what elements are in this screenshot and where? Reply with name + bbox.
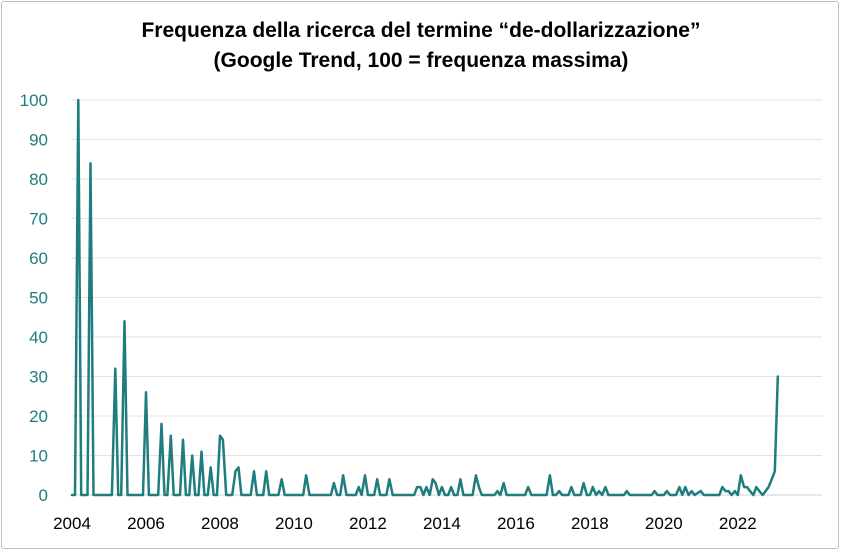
- y-tick-label-60: 60: [29, 249, 48, 268]
- x-tick-label-2008: 2008: [201, 514, 239, 533]
- chart-title-block: Frequenza della ricerca del termine “de-…: [0, 16, 842, 76]
- y-tick-label-50: 50: [29, 289, 48, 308]
- chart-title: Frequenza della ricerca del termine “de-…: [141, 19, 701, 42]
- x-tick-label-2016: 2016: [497, 514, 535, 533]
- series-line-0: [70, 98, 780, 497]
- y-tick-label-40: 40: [29, 328, 48, 347]
- y-tick-label-20: 20: [29, 407, 48, 426]
- x-tick-label-2012: 2012: [349, 514, 387, 533]
- y-tick-label-70: 70: [29, 210, 48, 229]
- x-tick-label-2004: 2004: [53, 514, 91, 533]
- x-tick-label-2018: 2018: [571, 514, 609, 533]
- y-tick-label-100: 100: [20, 91, 48, 110]
- chart-subtitle: (Google Trend, 100 = frequenza massima): [213, 49, 629, 72]
- x-tick-label-2014: 2014: [423, 514, 461, 533]
- x-tick-label-2010: 2010: [275, 514, 313, 533]
- x-tick-label-2020: 2020: [645, 514, 683, 533]
- x-tick-label-2022: 2022: [719, 514, 757, 533]
- y-tick-label-90: 90: [29, 131, 48, 150]
- y-tick-label-0: 0: [39, 486, 48, 505]
- y-tick-label-80: 80: [29, 170, 48, 189]
- x-tick-label-2006: 2006: [127, 514, 165, 533]
- y-tick-label-10: 10: [29, 447, 48, 466]
- y-tick-label-30: 30: [29, 368, 48, 387]
